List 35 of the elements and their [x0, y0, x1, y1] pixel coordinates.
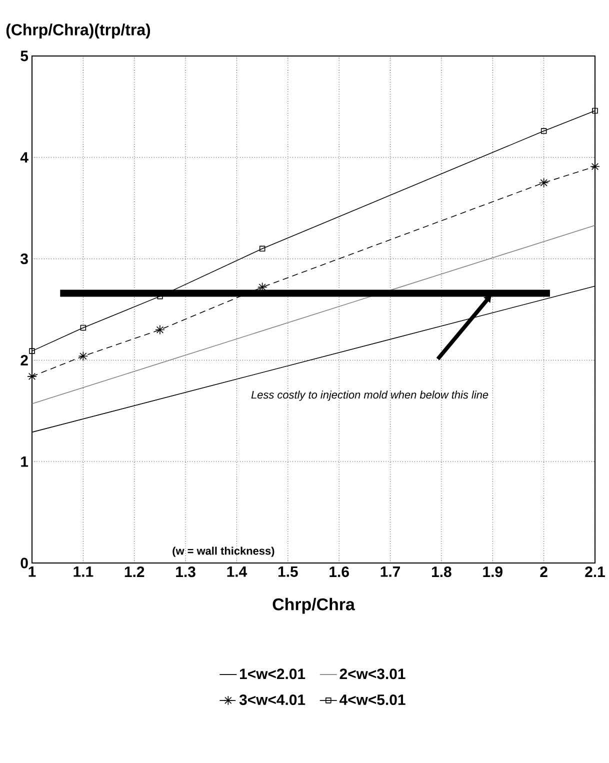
x-tick-label: 1.8 — [432, 566, 452, 578]
x-tick-label: 1.4 — [227, 566, 248, 577]
point — [78, 351, 88, 362]
annotation: (w = wall thickness) — [172, 546, 274, 557]
legend-label: 4<w<5.01 — [339, 694, 406, 706]
point — [27, 372, 37, 382]
y-tick-label: 0 — [20, 558, 28, 568]
x-tick-label: 1.5 — [278, 566, 298, 577]
y-tick-label: 5 — [20, 50, 28, 62]
legend-label: 3<w<4.01 — [239, 694, 306, 706]
x-tick-label: 2 — [540, 566, 548, 577]
x-tick-label: 1.9 — [483, 566, 502, 578]
point — [538, 178, 549, 188]
y-tick-label: 4 — [20, 152, 28, 163]
x-tick-label: 1.7 — [380, 566, 400, 577]
point — [155, 324, 165, 335]
y-tick-label: 3 — [20, 253, 28, 264]
point — [259, 246, 266, 252]
y-tick-label: 1 — [21, 456, 28, 467]
point — [540, 128, 547, 134]
x-tick-label: 1.2 — [124, 566, 144, 577]
legend-label: 1<w<2.01 — [240, 668, 306, 680]
y-axis-title: (Chrp/Chra)(trp/tra) — [6, 24, 150, 39]
x-tick-label: 1.1 — [74, 566, 94, 577]
x-tick-label: 2.1 — [585, 566, 605, 577]
y-tick-label: 2 — [20, 354, 28, 366]
x-axis-title: Chrp/Chra — [272, 598, 356, 614]
x-tick-label: 1 — [28, 566, 36, 577]
x-tick-label: 1.6 — [330, 566, 349, 578]
point — [592, 108, 598, 114]
point — [80, 324, 86, 331]
point — [29, 348, 35, 354]
legend-label: 2<w<3.01 — [340, 668, 406, 680]
annotation: Less costly to injection mold when below this line — [251, 390, 488, 401]
x-tick-label: 1.3 — [176, 566, 196, 578]
